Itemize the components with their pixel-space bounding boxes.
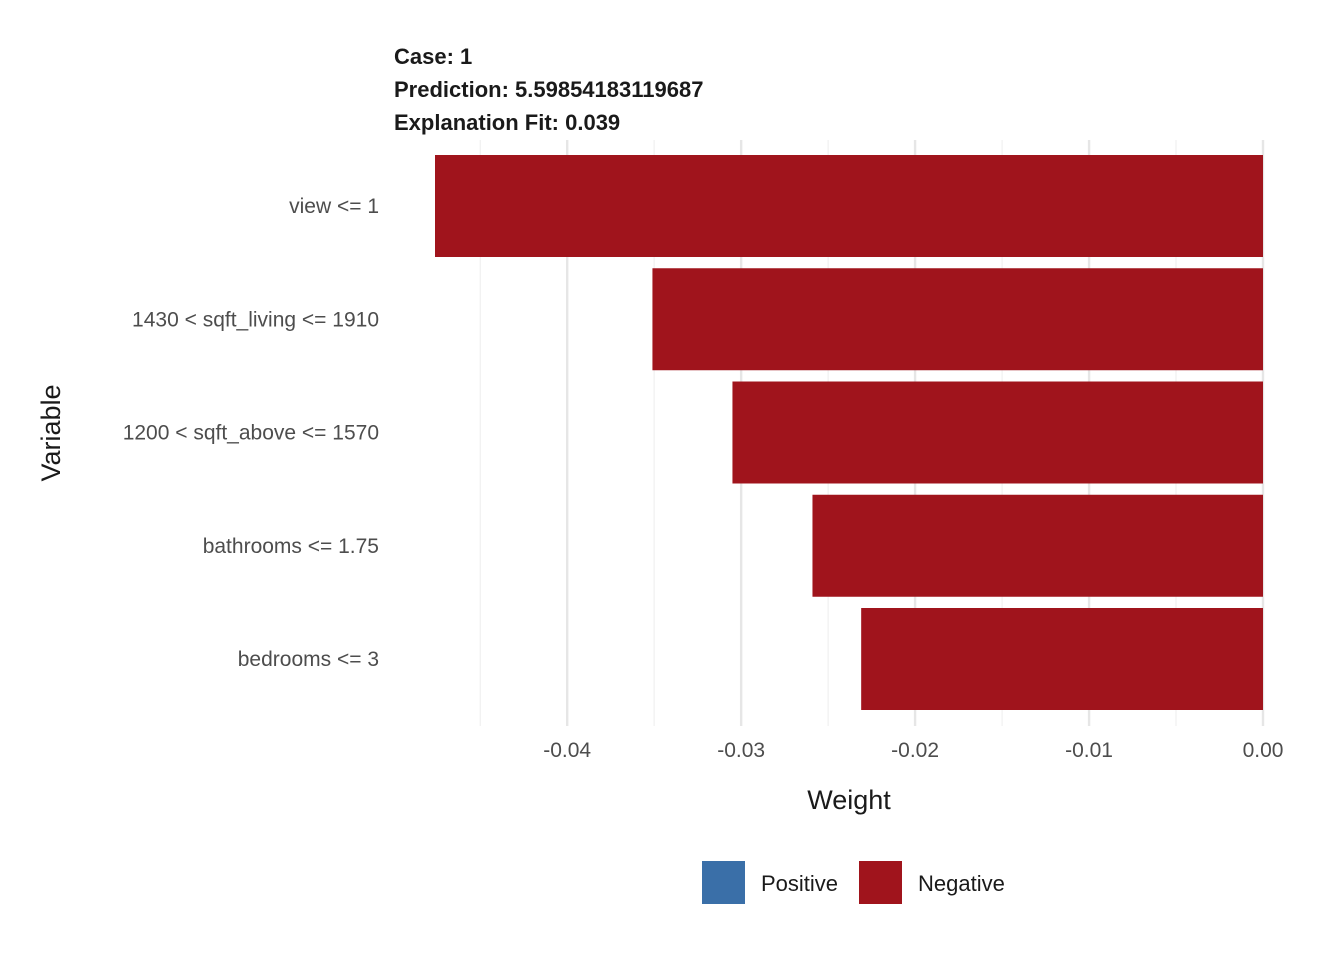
legend-swatch-positive [702, 861, 745, 904]
legend-label-negative: Negative [918, 871, 1005, 896]
x-tick-labels: -0.04 -0.03 -0.02 -0.01 0.00 [543, 739, 1283, 762]
legend: Positive Negative [702, 861, 1005, 904]
prediction-label: Prediction: 5.59854183119687 [394, 77, 703, 102]
y-axis-title: Variable [36, 384, 66, 481]
legend-label-positive: Positive [761, 871, 838, 896]
y-tick-label: 1200 < sqft_above <= 1570 [123, 422, 379, 445]
x-tick-label: -0.01 [1065, 739, 1113, 762]
x-axis-title: Weight [807, 785, 891, 815]
x-tick-label: 0.00 [1243, 739, 1284, 762]
bar [732, 381, 1263, 484]
bar [652, 268, 1263, 371]
explanation-fit-label: Explanation Fit: 0.039 [394, 110, 620, 135]
y-tick-label: view <= 1 [289, 195, 379, 218]
y-tick-label: 1430 < sqft_living <= 1910 [132, 308, 379, 331]
x-tick-label: -0.02 [891, 739, 939, 762]
y-tick-labels: view <= 1 1430 < sqft_living <= 1910 1200 … [123, 195, 379, 671]
bar [861, 608, 1263, 710]
x-tick-label: -0.04 [543, 739, 591, 762]
bars [435, 155, 1263, 710]
y-tick-label: bedrooms <= 3 [238, 648, 379, 671]
case-label: Case: 1 [394, 44, 472, 69]
y-tick-label: bathrooms <= 1.75 [203, 535, 379, 558]
legend-swatch-negative [859, 861, 902, 904]
bar [812, 494, 1263, 597]
bar [435, 155, 1263, 257]
x-tick-label: -0.03 [717, 739, 765, 762]
